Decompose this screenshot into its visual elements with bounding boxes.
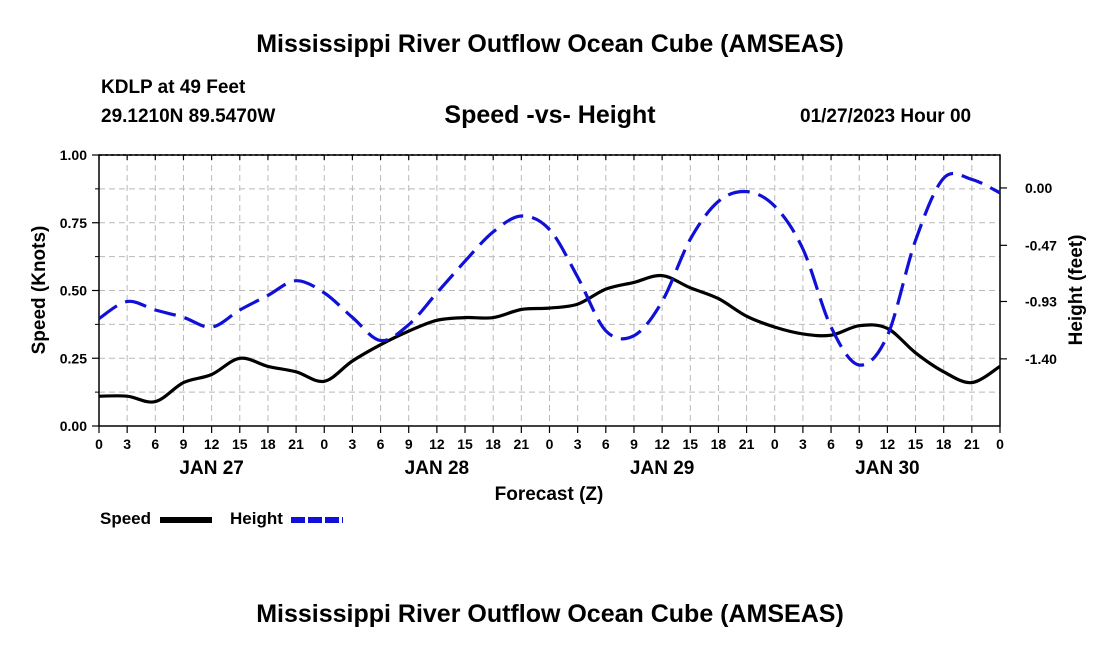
left-axis-label: Speed (Knots) (29, 226, 50, 355)
x-tick-label: 18 (936, 436, 952, 452)
chart-title-bottom: Mississippi River Outflow Ocean Cube (AM… (256, 600, 844, 628)
x-tick-label: 9 (180, 436, 188, 452)
x-tick-label: 6 (151, 436, 159, 452)
x-tick-label: 15 (457, 436, 473, 452)
x-tick-label: 12 (654, 436, 670, 452)
left-tick-label: 0.25 (60, 350, 87, 366)
x-tick-label: 0 (95, 436, 103, 452)
left-tick-label: 1.00 (60, 147, 87, 163)
x-tick-label: 18 (260, 436, 276, 452)
series-line-height (98, 171, 1001, 367)
x-tick-label: 9 (630, 436, 638, 452)
right-axis-ticks: 0.00 -0.47 -0.93 -1.40 (1000, 180, 1057, 367)
left-tick-label: 0.00 (60, 418, 87, 434)
x-axis-ticks: 0 3 6 9 12 15 18 21 0 3 6 9 12 15 18 21 0 3 6 9 12 15 18 21 0 3 6 9… (95, 155, 1004, 452)
day-label: JAN 27 (179, 458, 243, 479)
x-tick-label: 6 (827, 436, 835, 452)
series-line-speed (98, 273, 1001, 404)
left-tick-label: 0.50 (60, 283, 87, 299)
legend-height-label: Height (230, 509, 283, 528)
legend-height-swatch (291, 517, 343, 523)
x-tick-label: 9 (405, 436, 413, 452)
x-tick-label: 3 (123, 436, 131, 452)
grid-lines (99, 155, 1000, 426)
day-label: JAN 28 (405, 458, 469, 479)
x-tick-label: 0 (996, 436, 1004, 452)
right-tick-label: 0.00 (1025, 180, 1052, 196)
x-tick-label: 0 (320, 436, 328, 452)
x-tick-label: 15 (682, 436, 698, 452)
left-tick-label: 0.75 (60, 215, 87, 231)
right-tick-label: -0.93 (1025, 293, 1057, 309)
x-tick-label: 3 (574, 436, 582, 452)
day-label: JAN 29 (630, 458, 694, 479)
chart-subtitle: Speed -vs- Height (444, 101, 656, 129)
right-tick-label: -1.40 (1025, 351, 1057, 367)
x-tick-label: 21 (739, 436, 755, 452)
x-tick-label: 9 (855, 436, 863, 452)
chart-title-top: Mississippi River Outflow Ocean Cube (AM… (256, 30, 844, 58)
station-label: KDLP at 49 Feet (101, 77, 246, 98)
coordinates-label: 29.1210N 89.5470W (101, 106, 276, 127)
x-tick-label: 0 (771, 436, 779, 452)
x-axis-label: Forecast (Z) (495, 484, 604, 505)
x-tick-label: 21 (514, 436, 530, 452)
datetime-label: 01/27/2023 Hour 00 (800, 106, 972, 127)
x-tick-label: 21 (964, 436, 980, 452)
x-tick-label: 12 (880, 436, 896, 452)
series-lines (98, 171, 1001, 404)
legend-speed-label: Speed (100, 509, 152, 528)
day-label: JAN 30 (855, 458, 919, 479)
right-axis-label: Height (feet) (1066, 235, 1087, 346)
x-tick-label: 21 (288, 436, 304, 452)
x-tick-label: 18 (485, 436, 501, 452)
x-tick-label: 0 (546, 436, 554, 452)
x-tick-label: 6 (377, 436, 385, 452)
x-tick-label: 15 (232, 436, 248, 452)
x-tick-label: 15 (908, 436, 924, 452)
x-tick-label: 12 (429, 436, 445, 452)
x-tick-label: 3 (799, 436, 807, 452)
left-axis-ticks: 0.00 0.25 0.50 0.75 1.00 (60, 147, 99, 434)
day-labels: JAN 27 JAN 28 JAN 29 JAN 30 (179, 458, 919, 479)
x-tick-label: 6 (602, 436, 610, 452)
right-tick-label: -0.47 (1025, 237, 1057, 253)
legend-speed-swatch (160, 517, 212, 523)
x-tick-label: 12 (204, 436, 220, 452)
x-tick-label: 3 (349, 436, 357, 452)
x-tick-label: 18 (711, 436, 727, 452)
